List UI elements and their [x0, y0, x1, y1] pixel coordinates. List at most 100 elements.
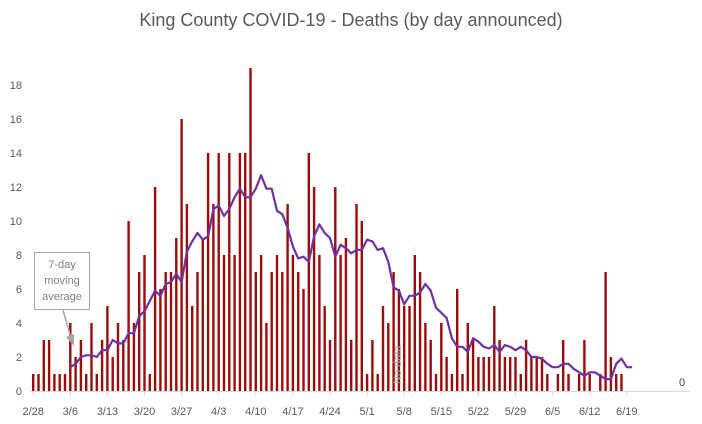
- bar: [540, 357, 544, 391]
- moving-average-line: [69, 174, 633, 381]
- x-tick-label: 5/29: [505, 406, 526, 418]
- bar: [138, 272, 141, 391]
- bar: [567, 374, 570, 391]
- bar: [339, 255, 342, 391]
- bar: [583, 340, 586, 391]
- annotation-label: moving: [44, 275, 79, 287]
- bar: [387, 323, 390, 391]
- annotation-label: average: [42, 291, 82, 303]
- bar: [604, 272, 607, 391]
- bar: [47, 340, 51, 391]
- bar: [254, 272, 257, 391]
- bar: [180, 119, 183, 391]
- y-tick-label: 8: [16, 250, 22, 262]
- bar: [424, 323, 427, 391]
- bar: [270, 272, 273, 391]
- bar: [376, 374, 379, 391]
- bar: [85, 374, 88, 391]
- bar: [63, 374, 67, 391]
- bar: [450, 374, 454, 391]
- bar: [69, 323, 72, 391]
- bar: [307, 153, 310, 391]
- bar: [323, 306, 326, 391]
- annotation-arrowhead: [66, 334, 74, 346]
- bar: [556, 374, 560, 391]
- bar: [153, 187, 157, 391]
- y-tick-label: 12: [10, 182, 22, 194]
- bar: [360, 221, 363, 391]
- bar: [609, 357, 613, 391]
- y-tick-label: 6: [16, 284, 22, 296]
- bar: [291, 255, 295, 391]
- x-tick-label: 6/19: [616, 406, 637, 418]
- last-value-label: 0: [679, 377, 685, 389]
- bar: [196, 272, 199, 391]
- no-data-label: No data: [392, 345, 404, 384]
- bar: [164, 272, 167, 391]
- bar: [58, 374, 61, 391]
- bar: [275, 255, 279, 391]
- bar: [286, 204, 289, 391]
- bar: [477, 357, 480, 391]
- bar: [461, 374, 464, 391]
- bar: [122, 340, 125, 391]
- bar: [365, 374, 369, 391]
- x-tick-label: 2/28: [22, 406, 43, 418]
- bar: [546, 374, 549, 391]
- x-tick-label: 6/12: [579, 406, 600, 418]
- bar: [482, 357, 485, 391]
- bar: [297, 272, 300, 391]
- x-tick-label: 4/10: [245, 406, 266, 418]
- bar: [530, 357, 533, 391]
- x-tick-label: 3/6: [63, 406, 78, 418]
- bar: [392, 272, 395, 391]
- bar: [249, 68, 252, 391]
- bar: [185, 204, 189, 391]
- bar: [562, 340, 565, 391]
- bar: [334, 187, 337, 391]
- x-tick-label: 4/3: [211, 406, 226, 418]
- x-tick-label: 5/22: [468, 406, 489, 418]
- bar: [175, 238, 178, 391]
- bar: [620, 374, 623, 391]
- bar: [132, 323, 136, 391]
- y-tick-label: 0: [16, 386, 22, 398]
- x-tick-label: 6/5: [545, 406, 560, 418]
- bar: [259, 255, 263, 391]
- y-tick-label: 10: [10, 216, 22, 228]
- bar: [244, 153, 247, 391]
- bar: [466, 323, 469, 391]
- bar: [577, 374, 581, 391]
- x-tick-label: 3/20: [134, 406, 155, 418]
- bar: [615, 374, 618, 391]
- bar: [397, 289, 401, 391]
- x-tick-label: 5/1: [359, 406, 374, 418]
- x-tick-label: 4/24: [319, 406, 340, 418]
- bar: [90, 323, 93, 391]
- bar: [344, 238, 348, 391]
- bar: [100, 340, 104, 391]
- y-tick-label: 2: [16, 352, 22, 364]
- bar: [212, 204, 215, 391]
- bar: [159, 289, 162, 391]
- bar: [111, 357, 114, 391]
- bar: [403, 306, 406, 391]
- bar: [281, 272, 284, 391]
- x-tick-label: 3/27: [171, 406, 192, 418]
- annotation-arrow-line: [62, 309, 72, 339]
- bar: [169, 272, 173, 391]
- x-tick-label: 3/13: [97, 406, 118, 418]
- x-tick-label: 5/15: [431, 406, 452, 418]
- bar: [381, 306, 385, 391]
- bar: [588, 374, 591, 391]
- bar: [233, 255, 236, 391]
- bar: [514, 357, 517, 391]
- bar: [127, 221, 130, 391]
- bar: [471, 340, 475, 391]
- bar: [503, 357, 507, 391]
- bar: [143, 255, 146, 391]
- bar: [228, 153, 231, 391]
- bar: [328, 340, 332, 391]
- bar: [434, 374, 438, 391]
- bar: [350, 340, 353, 391]
